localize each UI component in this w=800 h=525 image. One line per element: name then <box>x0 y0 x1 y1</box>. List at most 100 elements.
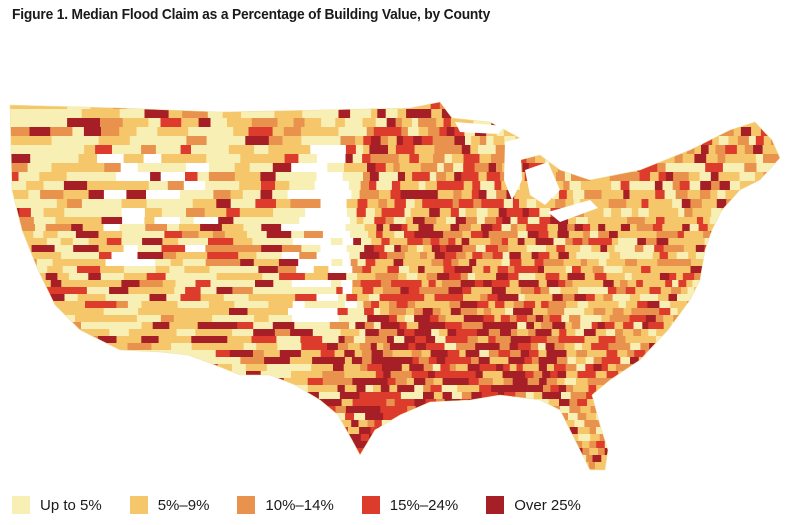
county-cell <box>311 413 336 427</box>
county-cell <box>498 208 507 218</box>
county-cell <box>339 181 350 191</box>
county-cell <box>535 441 544 449</box>
county-cell <box>688 420 697 428</box>
county-cell <box>638 127 648 137</box>
county-cell <box>523 190 536 200</box>
county-cell <box>620 294 631 302</box>
county-cell <box>516 448 526 456</box>
county-cell <box>742 357 750 365</box>
county-cell <box>745 252 753 260</box>
county-cell <box>100 273 125 284</box>
county-cell <box>406 399 415 407</box>
county-cell <box>543 441 555 449</box>
county-cell <box>173 406 197 418</box>
county-cell <box>783 217 790 224</box>
county-cell <box>613 266 623 274</box>
county-cell <box>669 273 677 281</box>
county-cell <box>136 315 162 327</box>
county-cell <box>425 118 437 128</box>
county-cell <box>649 287 662 295</box>
county-cell <box>567 109 579 119</box>
county-cell <box>585 357 594 365</box>
county-cell <box>659 371 671 379</box>
county-cell <box>493 199 505 209</box>
county-cell <box>663 322 672 330</box>
county-cell <box>711 378 724 386</box>
county-cell <box>664 190 677 200</box>
county-cell <box>351 190 360 200</box>
county-cell <box>692 343 701 351</box>
county-cell <box>571 322 581 330</box>
county-cell <box>307 378 324 386</box>
county-cell <box>432 231 444 239</box>
county-cell <box>501 102 509 110</box>
county-cell <box>733 238 746 246</box>
county-cell <box>574 102 582 110</box>
county-cell <box>459 224 472 232</box>
county-cell <box>471 392 483 400</box>
county-cell <box>769 127 780 137</box>
county-cell <box>345 224 354 232</box>
county-cell <box>243 392 257 401</box>
county-cell <box>388 357 396 365</box>
county-cell <box>298 259 314 268</box>
county-cell <box>702 266 713 274</box>
county-cell <box>677 136 686 146</box>
county-cell <box>510 385 522 393</box>
county-cell <box>673 455 687 463</box>
county-cell <box>691 406 700 414</box>
county-cell <box>62 145 85 155</box>
county-cell <box>44 329 70 337</box>
county-cell <box>674 378 685 386</box>
county-cell <box>340 102 351 110</box>
county-cell <box>51 301 65 313</box>
county-cell <box>667 252 678 260</box>
county-cell <box>755 469 765 470</box>
county-cell <box>686 280 693 288</box>
county-cell <box>445 357 452 365</box>
county-cell <box>577 127 587 137</box>
county-cell <box>776 163 780 173</box>
county-cell <box>278 406 301 415</box>
county-cell <box>761 357 769 365</box>
county-cell <box>596 287 609 295</box>
county-cell <box>503 364 511 372</box>
county-cell <box>435 280 443 288</box>
county-cell <box>522 266 531 274</box>
county-cell <box>288 308 310 318</box>
county-cell <box>623 434 633 442</box>
county-cell <box>461 190 473 200</box>
county-cell <box>477 336 489 344</box>
county-cell <box>582 224 591 232</box>
county-cell <box>371 357 381 365</box>
county-cell <box>525 413 536 421</box>
county-cell <box>167 224 180 236</box>
county-cell <box>419 102 431 110</box>
county-cell <box>104 448 128 461</box>
county-cell <box>467 308 478 316</box>
county-cell <box>750 199 757 209</box>
county-cell <box>339 208 348 218</box>
county-cell <box>386 259 394 267</box>
county-cell <box>389 238 400 246</box>
county-cell <box>554 259 564 267</box>
county-cell <box>530 336 541 344</box>
county-cell <box>542 238 554 246</box>
county-cell <box>155 259 171 268</box>
county-cell <box>391 280 402 288</box>
county-cell <box>606 273 615 281</box>
county-cell <box>535 301 542 309</box>
county-cell <box>659 252 669 260</box>
county-cell <box>446 217 457 225</box>
county-cell <box>245 364 268 375</box>
county-cell <box>402 413 411 421</box>
county-cell <box>187 420 202 433</box>
county-cell <box>465 350 473 358</box>
county-cell <box>195 406 209 421</box>
county-cell <box>782 190 790 199</box>
county-cell <box>573 154 583 164</box>
county-cell <box>479 385 492 393</box>
county-cell <box>417 413 425 421</box>
county-cell <box>758 427 766 435</box>
county-cell <box>548 231 558 239</box>
